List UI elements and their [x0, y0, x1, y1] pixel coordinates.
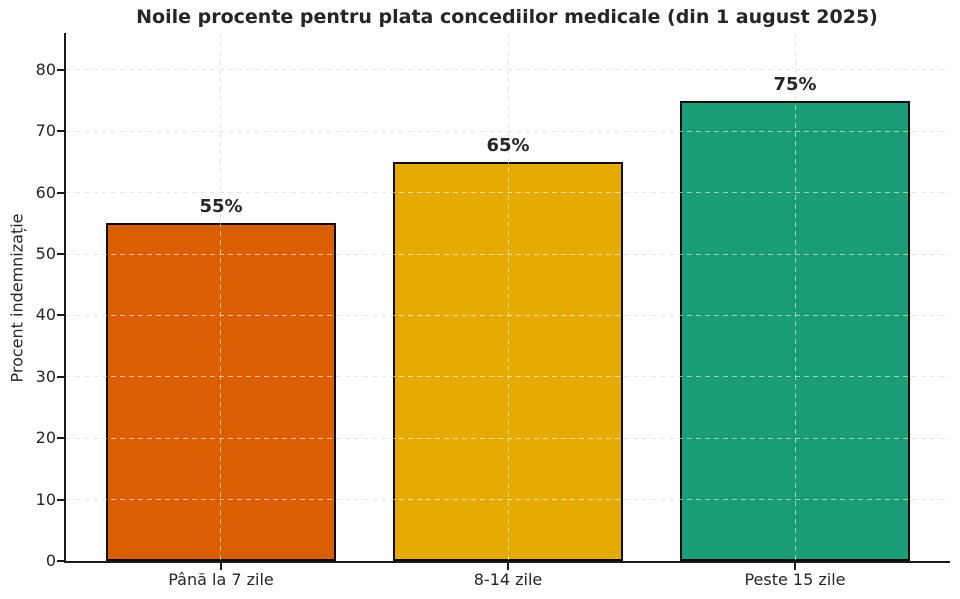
y-tick-label: 70: [35, 121, 56, 141]
x-gridline-overlay: [507, 33, 509, 561]
y-tick-label: 40: [35, 305, 56, 325]
y-axis-label: Procent indemnizație: [7, 213, 27, 383]
y-tick-mark: [57, 68, 64, 71]
y-tick-label: 30: [35, 366, 56, 386]
x-gridline-overlay: [220, 33, 222, 561]
bar-value-label: 55%: [199, 196, 243, 218]
y-tick-label: 60: [35, 182, 56, 202]
y-tick-mark: [57, 191, 64, 194]
x-tick-label: 8-14 zile: [473, 570, 543, 589]
bar-value-label: 65%: [486, 134, 530, 156]
y-tick-label: 80: [35, 59, 56, 79]
bar-value-label: 75%: [773, 73, 817, 95]
x-tick-mark: [507, 563, 509, 570]
chart-title: Noile procente pentru plata concediilor …: [136, 6, 878, 28]
y-tick-mark: [57, 253, 64, 256]
y-tick-label: 50: [35, 244, 56, 264]
y-tick-label: 10: [35, 489, 56, 509]
x-tick-mark: [794, 563, 796, 570]
y-tick-mark: [57, 314, 64, 317]
y-tick-mark: [57, 498, 64, 501]
plot-area: 55% 65% 75%: [64, 33, 950, 563]
x-gridline-overlay: [794, 33, 796, 561]
y-tick-mark: [57, 130, 64, 133]
y-tick-label: 0: [45, 551, 56, 570]
y-tick-mark: [57, 560, 64, 562]
x-tick-label: Până la 7 zile: [168, 570, 274, 589]
y-tick-label: 20: [35, 428, 56, 448]
x-tick-mark: [219, 563, 222, 570]
y-tick-mark: [57, 437, 64, 440]
y-tick-mark: [57, 375, 64, 378]
x-tick-label: Peste 15 zile: [744, 570, 846, 589]
